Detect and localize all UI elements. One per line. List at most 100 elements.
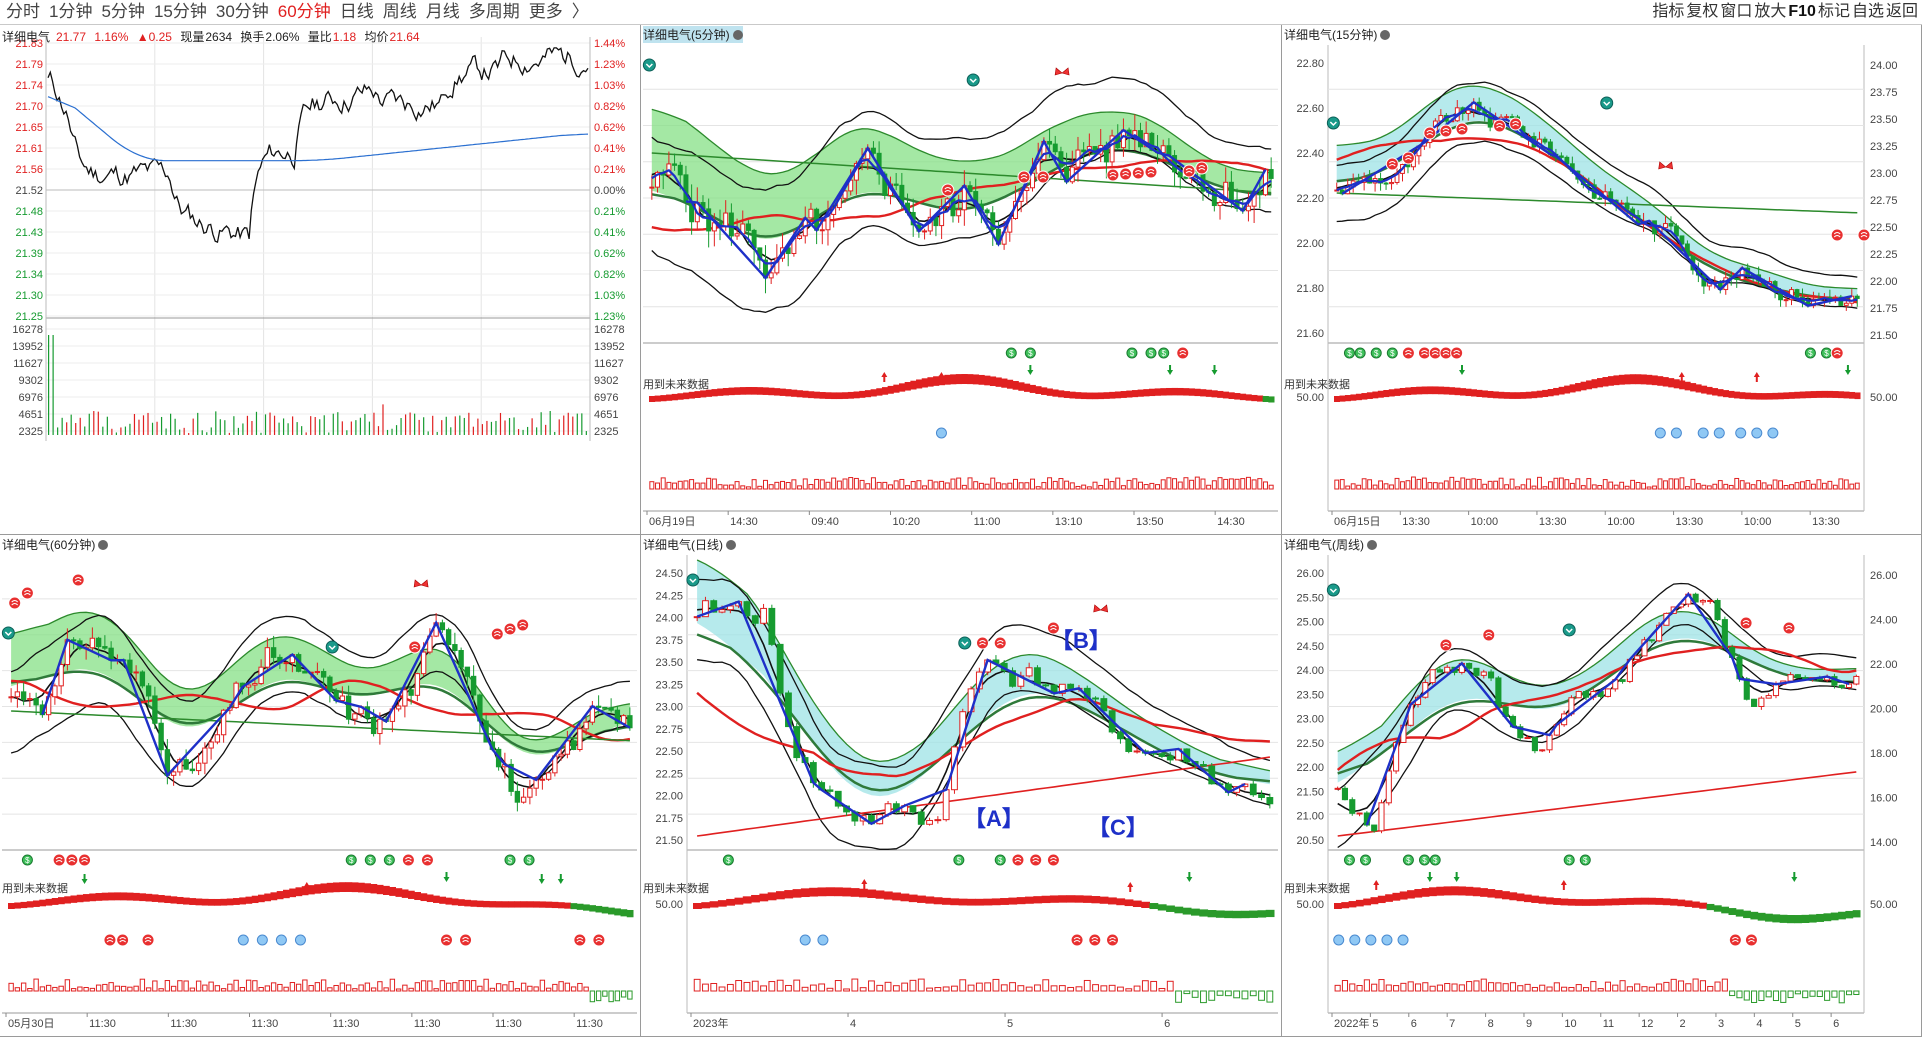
- indicator-bar: [495, 983, 502, 992]
- ribbon-wave-segment: [1728, 390, 1735, 398]
- candle-body: [710, 600, 718, 613]
- pct-axis-label: 0.41%: [594, 227, 625, 239]
- watchlist-button[interactable]: 自选: [1851, 3, 1884, 20]
- tab-15min[interactable]: 15分钟: [153, 2, 207, 21]
- ribbon-wave-segment: [1755, 393, 1762, 400]
- panel-title-daily[interactable]: 详细电气(日线): [643, 536, 736, 553]
- intraday-chart-panel[interactable]: 详细电气 21.77 1.16% ▲0.25 现量2634 换手2.06% 量比…: [0, 25, 641, 535]
- tab-60min[interactable]: 60分钟: [277, 2, 331, 21]
- volume-axis-label-right: 11627: [594, 358, 624, 370]
- blue-signal-icon: [1349, 934, 1361, 946]
- red-signal-mark: [1742, 620, 1750, 626]
- tab-monthly[interactable]: 月线: [425, 2, 460, 21]
- candle-body: [917, 811, 925, 825]
- settings-icon[interactable]: [98, 540, 109, 550]
- ribbon-wave-segment: [1553, 387, 1560, 396]
- ribbon-wave-segment: [983, 898, 993, 906]
- indicator-bar: [905, 485, 911, 490]
- chart-panel-5min[interactable]: 详细电气(5分钟) $ $ $ $ $06月19日 14:30 09:40 10:20 11:0…: [641, 25, 1282, 535]
- green-signal-mark: $: [957, 856, 962, 865]
- up-arrow-icon: [1127, 882, 1134, 892]
- chart-panel-daily[interactable]: 详细电气(日线) $ $ $24.50 24.25 24.00 23.75 23.50 23.…: [641, 535, 1282, 1037]
- volume-value: 2634: [205, 30, 233, 44]
- chart-panel-weekly[interactable]: 详细电气(周线) $ $ $ $ $ $ $26.00 25.50 25.00 24.50 24.0…: [1282, 535, 1922, 1037]
- tab-daily[interactable]: 日线: [339, 2, 374, 21]
- green-signal-icon: [1145, 347, 1157, 359]
- volume-bar: [490, 421, 493, 435]
- candle-body: [245, 684, 252, 688]
- date-axis-label: 2022年: [1334, 1016, 1369, 1030]
- indicator-bar: [1371, 983, 1378, 992]
- ribbon-wave-segment: [351, 882, 359, 893]
- ribbon-wave-segment: [258, 894, 265, 903]
- tab-intraday[interactable]: 分时: [6, 2, 40, 21]
- indicator-bar: [552, 983, 558, 992]
- tab-weekly[interactable]: 周线: [382, 2, 417, 21]
- indicator-bar: [158, 988, 164, 992]
- ribbon-wave-segment: [1099, 896, 1109, 904]
- tab-multi-period[interactable]: 多周期: [468, 2, 520, 21]
- indicator-bar: [295, 983, 302, 992]
- ribbon-wave-segment: [1149, 388, 1156, 397]
- ribbon-wave-segment: [1438, 386, 1445, 395]
- red-signal-mark: [1014, 857, 1022, 863]
- settings-icon[interactable]: [1367, 540, 1377, 550]
- candle-body: [785, 692, 792, 728]
- panel-title-15min[interactable]: 详细电气(15分钟): [1284, 26, 1391, 43]
- indicator-bar: [1531, 986, 1538, 992]
- blue-signal-icon: [1365, 934, 1377, 946]
- green-signal-icon: [1579, 854, 1591, 866]
- indicator-bar: [1166, 980, 1174, 992]
- window-button[interactable]: 窗口: [1720, 3, 1753, 20]
- ribbon-wave-segment: [1553, 898, 1561, 905]
- indicator-button[interactable]: 指标: [1652, 3, 1685, 20]
- tab-5min[interactable]: 5分钟: [101, 2, 145, 21]
- ribbon-wave-segment: [1558, 386, 1565, 395]
- ribbon-wave-segment: [709, 901, 719, 908]
- indicator-bar: [1509, 982, 1517, 992]
- date-axis-label: 12: [1641, 1018, 1653, 1030]
- indicator-bar: [942, 986, 950, 992]
- indicator-bar: [1701, 484, 1707, 490]
- chart-panel-15min[interactable]: 详细电气(15分钟) $ $ $ $ $ $22.80 22.60 22.40 22.20 22.…: [1282, 25, 1922, 535]
- ribbon-wave-segment: [1041, 895, 1051, 904]
- mark-button[interactable]: 标记: [1817, 3, 1850, 20]
- panel-title-weekly[interactable]: 详细电气(周线): [1284, 536, 1377, 553]
- ribbon-wave-segment: [978, 374, 985, 385]
- right-axis-label: 14.00: [1870, 837, 1898, 849]
- settings-icon[interactable]: [732, 30, 743, 40]
- back-button[interactable]: 返回: [1885, 3, 1918, 20]
- ribbon-wave-segment: [595, 905, 603, 913]
- indicator-bar: [728, 484, 734, 490]
- ribbon-wave-segment: [464, 899, 471, 907]
- tab-1min[interactable]: 1分钟: [49, 2, 93, 21]
- candle-body: [8, 696, 14, 699]
- indicator-bar: [876, 984, 884, 992]
- ribbon-wave-segment: [1761, 393, 1768, 400]
- f10-button[interactable]: F10: [1788, 3, 1816, 20]
- indicator-bar: [892, 985, 900, 992]
- adjust-button[interactable]: 复权: [1686, 3, 1719, 20]
- panel-title-5min[interactable]: 详细电气(5分钟): [643, 26, 743, 43]
- tab-more[interactable]: 更多: [528, 2, 563, 21]
- candle-body: [1217, 201, 1223, 207]
- indicator-bar: [1454, 480, 1460, 490]
- settings-icon[interactable]: [726, 540, 736, 550]
- red-signal-mark: [119, 937, 127, 943]
- ribbon-wave-segment: [989, 376, 997, 387]
- settings-icon[interactable]: [1380, 30, 1391, 40]
- zoom-button[interactable]: 放大: [1754, 3, 1787, 20]
- red-signal-mark: [1833, 232, 1841, 238]
- ribbon-wave-segment: [1334, 903, 1342, 909]
- ribbon-wave-segment: [1560, 898, 1569, 906]
- tab-30min[interactable]: 30分钟: [215, 2, 269, 21]
- chart-panel-60min[interactable]: 详细电气(60分钟) $ $ $ $ $ $05月30日 11:30 11:30 11:30 11…: [0, 535, 641, 1037]
- ribbon-wave-segment: [853, 391, 860, 399]
- trend-ribbon: [1337, 611, 1857, 783]
- indicator-bar: [283, 986, 289, 992]
- candle-body: [939, 206, 945, 227]
- panel-title-60min[interactable]: 详细电气(60分钟): [2, 536, 109, 553]
- indicator-bar: [1707, 985, 1714, 992]
- more-chevron-icon[interactable]: 〉: [571, 2, 589, 21]
- volume-bar: [93, 411, 95, 435]
